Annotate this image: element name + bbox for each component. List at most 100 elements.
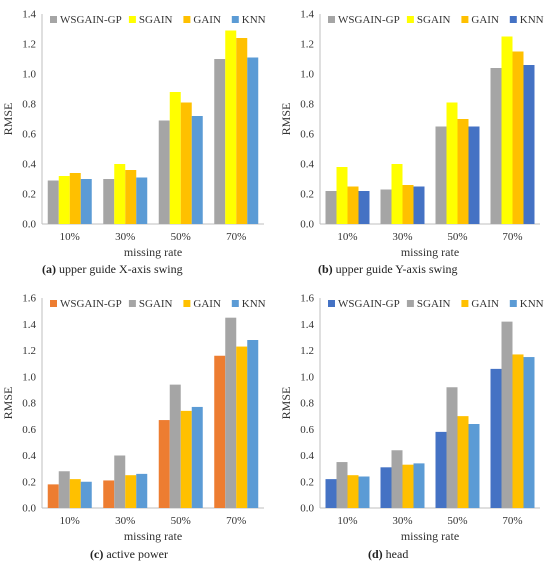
x-tick-label: 70% [226, 231, 246, 243]
y-tick-label: 1.6 [300, 293, 314, 305]
legend-label: WSGAIN-GP [338, 14, 400, 26]
bar [214, 355, 226, 508]
y-tick-label: 0.4 [22, 159, 36, 171]
bar [435, 126, 447, 224]
y-tick-label: 0.4 [300, 450, 314, 462]
bar [47, 484, 59, 508]
bar [69, 479, 81, 508]
legend-label: KNN [520, 14, 544, 26]
bar [236, 38, 248, 224]
x-tick-label: 70% [502, 515, 522, 527]
bar [336, 167, 348, 224]
caption-d-text: head [385, 547, 409, 561]
bar [191, 116, 203, 224]
y-tick-label: 0.8 [300, 99, 314, 111]
caption-c: (c) active power [90, 547, 168, 562]
bar [490, 368, 502, 508]
bar [468, 126, 480, 224]
legend-label: WSGAIN-GP [60, 298, 122, 310]
legend-label: GAIN [471, 14, 499, 26]
x-tick-label: 10% [60, 231, 80, 243]
legend-label: GAIN [193, 14, 221, 26]
y-tick-label: 1.6 [22, 293, 36, 305]
legend-swatch [231, 300, 239, 307]
bar [457, 119, 469, 224]
y-tick-label: 0.8 [22, 398, 36, 410]
legend-swatch [509, 300, 517, 307]
y-tick-label: 0.0 [300, 219, 314, 231]
bar [490, 68, 502, 224]
x-tick-label: 50% [171, 231, 191, 243]
bar [523, 357, 535, 508]
legend-label: GAIN [193, 298, 221, 310]
caption-d: (d) head [368, 547, 408, 562]
bar [214, 59, 226, 224]
bar [225, 30, 237, 224]
y-tick-label: 0.2 [22, 476, 36, 488]
bar [247, 340, 259, 508]
x-tick-label: 30% [115, 231, 135, 243]
y-tick-label: 1.4 [300, 319, 314, 331]
bar [446, 387, 458, 508]
bar [435, 431, 447, 508]
x-tick-label: 30% [115, 515, 135, 527]
bar [325, 479, 337, 508]
caption-c-letter: (c) [90, 547, 104, 561]
chart-panel-d: 0.0 0.2 0.4 0.6 0.8 1.0 1.2 1.4 1.6 RMSE 10% 30% 50%… [279, 293, 544, 544]
x-tick-label: 30% [392, 515, 412, 527]
bar [158, 120, 170, 224]
y-axis-label: RMSE [279, 103, 293, 136]
y-tick-label: 0.6 [300, 129, 314, 141]
x-axis-label: missing rate [124, 529, 182, 543]
y-tick-label: 0.2 [300, 189, 314, 201]
caption-a-text: upper guide X-axis swing [59, 262, 183, 276]
x-tick-label: 70% [226, 515, 246, 527]
legend-swatch [50, 16, 57, 23]
y-tick-label: 1.2 [300, 39, 314, 51]
x-tick-label: 10% [337, 515, 357, 527]
legend-label: KNN [242, 298, 266, 310]
y-tick-label: 1.4 [22, 9, 36, 21]
bar [125, 170, 137, 224]
caption-a-letter: (a) [42, 262, 56, 276]
y-tick-label: 1.0 [300, 69, 314, 81]
legend-swatch [406, 300, 414, 307]
y-tick-label: 0.8 [22, 99, 36, 111]
bar [236, 346, 248, 508]
legend-swatch [231, 16, 239, 23]
legend-swatch [328, 300, 335, 307]
y-tick-label: 0.4 [22, 450, 36, 462]
y-tick-label: 1.4 [300, 9, 314, 21]
y-tick-label: 1.4 [22, 319, 36, 331]
legend-swatch [128, 300, 136, 307]
y-tick-label: 1.2 [22, 345, 36, 357]
bar [358, 191, 370, 224]
bar [512, 51, 524, 224]
legend-swatch [183, 16, 191, 23]
y-axis-label: RMSE [1, 103, 15, 136]
bar [103, 179, 115, 224]
legend-label: WSGAIN-GP [60, 14, 122, 26]
bar [136, 473, 148, 508]
caption-b: (b) upper guide Y-axis swing [318, 262, 458, 277]
bar [191, 406, 203, 508]
bar [347, 475, 359, 508]
y-tick-label: 1.2 [22, 39, 36, 51]
bar [380, 189, 392, 224]
bar [169, 384, 181, 508]
x-axis-label: missing rate [401, 529, 459, 543]
bar [80, 481, 92, 508]
chart-panel-c: 0.0 0.2 0.4 0.6 0.8 1.0 1.2 1.4 1.6 RMSE 10% 30% 50%… [1, 293, 266, 544]
x-tick-label: 50% [447, 231, 467, 243]
bar [114, 164, 126, 224]
bar [169, 92, 181, 224]
bar [69, 173, 81, 224]
legend-swatch [461, 16, 469, 23]
y-axis-label: RMSE [279, 387, 293, 420]
y-tick-label: 0.6 [22, 424, 36, 436]
caption-d-letter: (d) [368, 547, 383, 561]
caption-a: (a) upper guide X-axis swing [42, 262, 183, 277]
legend-swatch [328, 16, 335, 23]
bar [468, 424, 480, 508]
chart-panel-a: 0.0 0.2 0.4 0.6 0.8 1.0 1.2 1.4 RMSE 10% 30% 50% 70%… [1, 9, 266, 260]
